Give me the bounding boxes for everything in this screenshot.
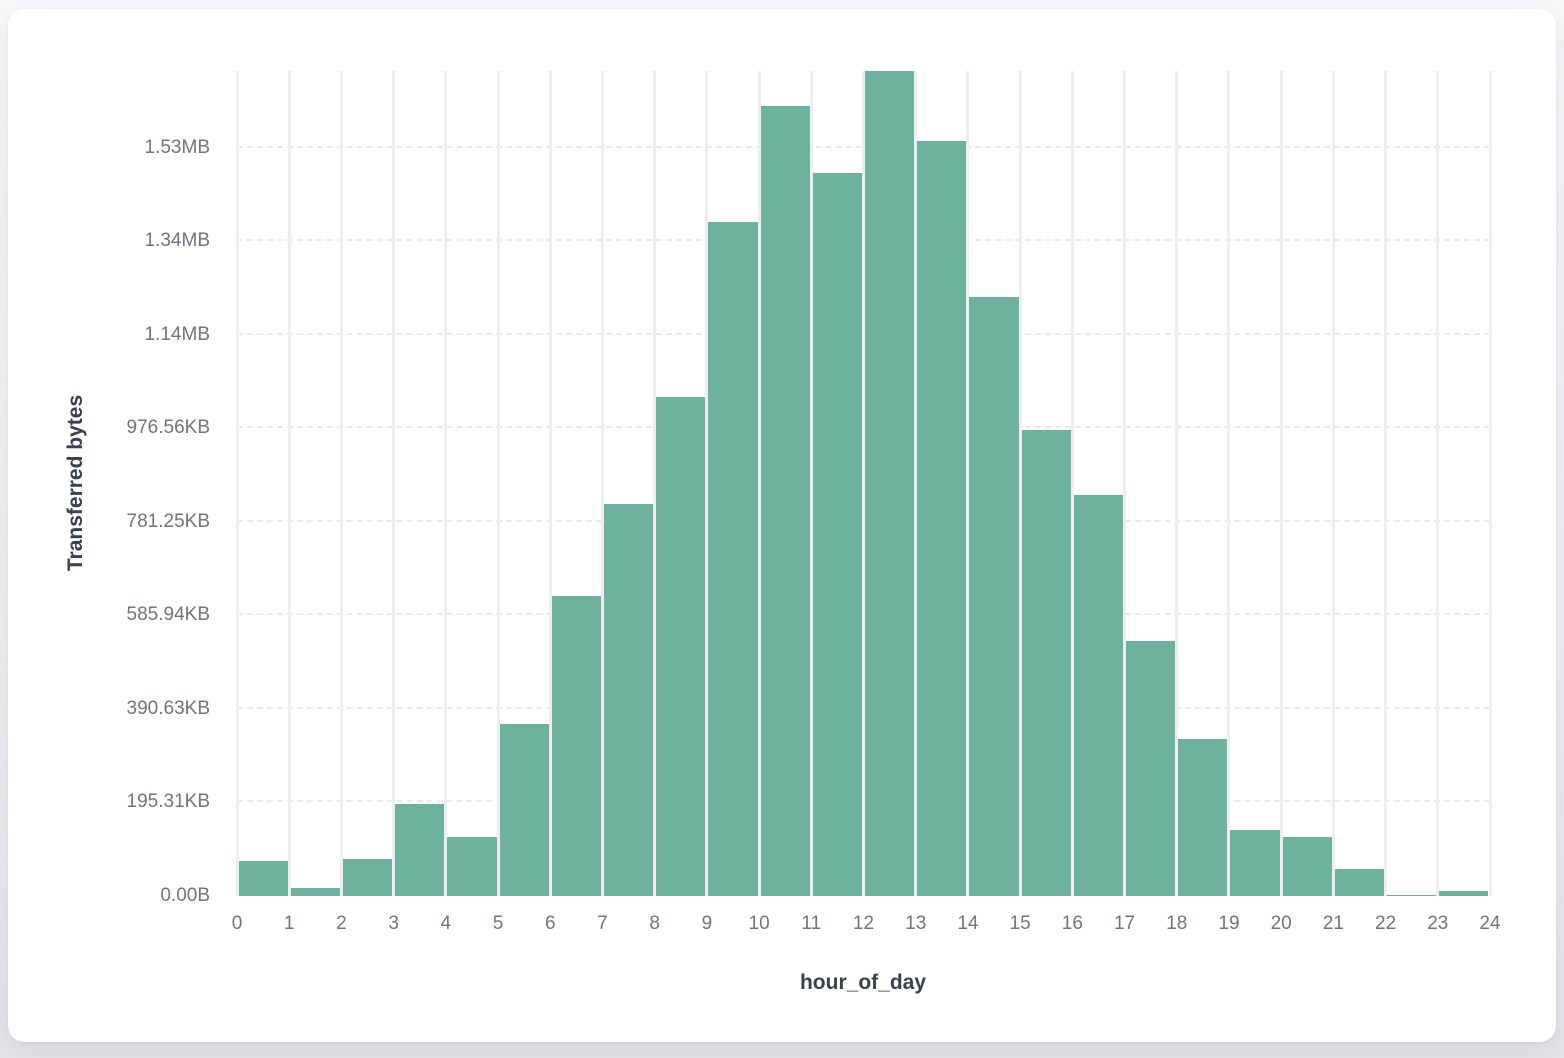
bar-hour-7[interactable] <box>603 503 654 896</box>
x-tick-label: 5 <box>492 913 504 934</box>
bar-hour-5[interactable] <box>499 724 549 896</box>
vertical-gridline <box>1331 71 1335 896</box>
bar-hour-4[interactable] <box>447 837 497 896</box>
x-tick-label: 1 <box>283 913 295 934</box>
vertical-gridline <box>914 71 918 896</box>
bar-hour-3[interactable] <box>395 803 445 896</box>
vertical-gridline <box>1175 71 1179 896</box>
x-tick-label: 4 <box>440 913 452 934</box>
vertical-gridline <box>653 71 657 896</box>
vertical-gridline <box>966 71 970 896</box>
x-tick-label: 0 <box>231 913 243 934</box>
vertical-gridline <box>1384 71 1388 896</box>
x-tick-label: 7 <box>597 913 608 934</box>
bar-hour-16[interactable] <box>1073 494 1124 896</box>
x-tick-label: 8 <box>649 913 660 934</box>
y-tick-label: 585.94KB <box>126 604 210 626</box>
x-tick-label: 21 <box>1322 913 1344 934</box>
vertical-gridline <box>705 71 709 896</box>
bar-hour-22[interactable] <box>1387 894 1437 896</box>
vertical-gridline <box>235 71 239 896</box>
vertical-gridline <box>1279 71 1283 896</box>
x-tick-label: 17 <box>1113 913 1136 934</box>
y-tick-label: 195.31KB <box>126 791 210 813</box>
x-axis-title: hour_of_day <box>799 971 927 994</box>
bar-hour-0[interactable] <box>238 860 288 896</box>
y-tick-label: 1.14MB <box>144 323 210 345</box>
x-tick-label: 14 <box>957 913 979 934</box>
bar-hour-23[interactable] <box>1439 890 1489 896</box>
bar-hour-19[interactable] <box>1230 830 1280 896</box>
plot-area <box>235 71 1492 896</box>
vertical-gridline <box>1070 71 1074 896</box>
vertical-gridline <box>339 71 343 896</box>
x-tick-label: 6 <box>544 913 556 934</box>
x-tick-label: 22 <box>1375 913 1397 934</box>
bar-hour-20[interactable] <box>1282 837 1332 896</box>
vertical-gridline <box>392 71 396 896</box>
bar-hour-18[interactable] <box>1178 739 1228 896</box>
y-tick-label: 390.63KB <box>126 697 210 719</box>
vertical-gridline <box>548 71 552 896</box>
y-tick-label: 781.25KB <box>126 510 210 532</box>
x-tick-label: 23 <box>1427 913 1449 934</box>
bar-hour-10[interactable] <box>760 105 810 896</box>
vertical-gridline <box>600 71 604 896</box>
x-tick-label: 11 <box>801 913 822 934</box>
bar-hour-13[interactable] <box>917 141 967 896</box>
bar-hour-9[interactable] <box>708 221 758 896</box>
bar-hour-15[interactable] <box>1021 429 1071 896</box>
bar-hour-1[interactable] <box>290 888 340 896</box>
y-tick-label: 0.00B <box>160 885 210 906</box>
x-tick-label: 19 <box>1218 913 1240 934</box>
x-tick-label: 16 <box>1061 913 1083 934</box>
bar-hour-17[interactable] <box>1126 640 1176 896</box>
x-tick-label: 13 <box>905 913 927 934</box>
vertical-gridline <box>862 71 865 896</box>
x-tick-label: 10 <box>748 913 770 934</box>
bar-hour-12[interactable] <box>865 71 915 896</box>
y-tick-label: 1.53MB <box>144 136 210 158</box>
vertical-gridline <box>1018 71 1022 896</box>
x-tick-label: 15 <box>1009 913 1031 934</box>
x-tick-label: 3 <box>388 913 399 934</box>
vertical-gridline <box>496 71 500 896</box>
x-tick-label: 2 <box>336 913 347 934</box>
bar-hour-14[interactable] <box>969 297 1019 896</box>
vertical-gridline <box>809 71 813 896</box>
bar-hour-8[interactable] <box>656 396 706 896</box>
vertical-gridline <box>287 71 291 896</box>
x-tick-label: 20 <box>1270 913 1292 934</box>
x-tick-label: 18 <box>1166 913 1188 934</box>
vertical-gridline <box>1488 71 1492 896</box>
bar-hour-21[interactable] <box>1334 868 1385 896</box>
x-tick-label: 24 <box>1479 913 1501 934</box>
vertical-gridline <box>1123 71 1127 896</box>
bar-hour-2[interactable] <box>342 859 393 896</box>
y-tick-label: 1.34MB <box>144 230 210 252</box>
vertical-gridline <box>444 71 448 896</box>
chart-card: Transferred bytes hour_of_day 0.00B 195.3… <box>8 9 1556 1042</box>
x-tick-label: 9 <box>701 913 713 934</box>
y-tick-label: 976.56KB <box>126 417 210 439</box>
bar-hour-11[interactable] <box>812 173 862 896</box>
vertical-gridline <box>757 71 761 896</box>
x-tick-label: 12 <box>852 913 875 934</box>
vertical-gridline <box>1227 71 1231 896</box>
vertical-gridline <box>1436 71 1440 896</box>
bar-hour-6[interactable] <box>551 595 601 896</box>
